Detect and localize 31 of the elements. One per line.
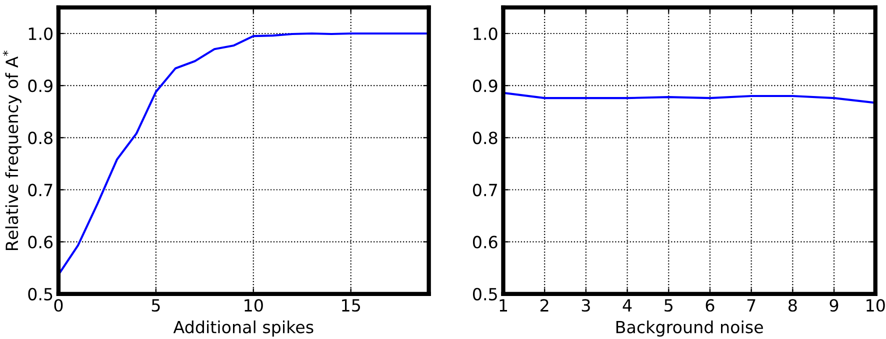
y-tick-label: 0.7 — [28, 184, 52, 196]
x-tick-label: 5 — [152, 299, 160, 312]
y-tick-label: 0.5 — [28, 288, 52, 300]
y-tick-label: 1.0 — [28, 27, 53, 40]
x-tick-label: 9 — [830, 299, 838, 312]
x-axis-title: Background noise — [616, 320, 763, 337]
x-tick-label: 8 — [788, 299, 797, 312]
y-tick-label: 0.5 — [472, 288, 497, 300]
y-axis-title: Relative frequency of A$^{*}$ — [2, 50, 22, 250]
x-tick-label: 0 — [54, 299, 63, 312]
x-tick-label: 6 — [706, 299, 714, 312]
y-tick-label: 0.6 — [472, 236, 498, 248]
line-series — [503, 92, 876, 104]
x-tick-label: 3 — [582, 299, 590, 312]
y-tick-label: 0.7 — [472, 184, 497, 196]
y-tick-label: 0.8 — [472, 132, 498, 144]
x-tick-label: 2 — [540, 299, 548, 312]
y-tick-label: 1.0 — [474, 27, 498, 40]
y-tick-label: 0.9 — [28, 80, 52, 92]
x-tick-label: 10 — [244, 299, 263, 312]
y-tick-label: 0.6 — [28, 236, 53, 248]
x-tick-label: 4 — [622, 299, 632, 312]
x-tick-label: 10 — [866, 299, 885, 312]
line-series — [58, 32, 429, 276]
x-axis-title: Additional spikes — [173, 320, 314, 337]
y-tick-label: 0.8 — [28, 132, 52, 144]
y-tick-label: 0.9 — [472, 80, 498, 92]
x-tick-label: 1 — [500, 299, 508, 312]
x-tick-label: 5 — [664, 299, 672, 312]
x-tick-label: 7 — [747, 299, 756, 312]
x-tick-label: 15 — [342, 299, 360, 312]
